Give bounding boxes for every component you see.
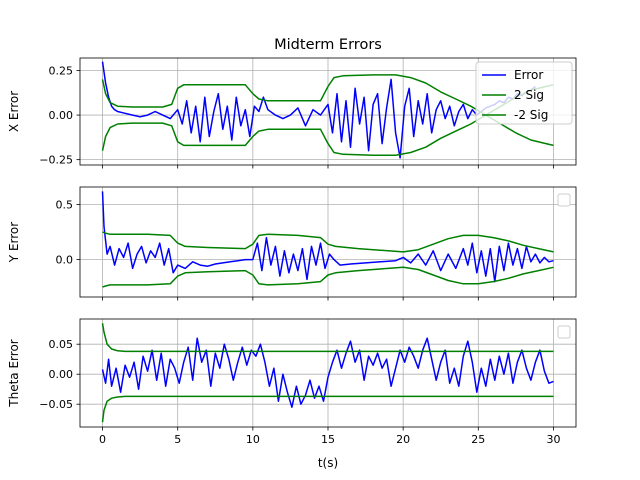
series-group [101,191,554,288]
y-axis-label: Theta Error [7,339,21,408]
x-tick-label: 10 [246,433,260,446]
x-tick-label: 5 [174,433,181,446]
legend-entry: -2 Sig [514,108,548,122]
y-tick-label: 0.25 [49,64,74,77]
y-axis-label: X Error [7,91,21,132]
legend-entry: 2 Sig [514,88,544,102]
series-line-error [101,337,554,408]
x-tick-label: 30 [546,433,560,446]
y-axis-label: Y Error [7,222,21,263]
series-group [101,323,554,423]
series-line-2-sig [101,323,554,353]
y-tick-label: −0.25 [39,154,73,167]
series-line-error [101,61,536,159]
empty-legend-box [557,325,571,339]
legend-box [475,61,573,125]
x-tick-label: 25 [471,433,485,446]
x-tick-label: 15 [321,433,335,446]
y-tick-label: 0.00 [49,109,74,122]
subplot-2: 0.0 0.5 Y Error [7,186,577,301]
x-tick-label: 0 [99,433,106,446]
subplot-1: −0.25 0.00 0.25 X Error Error 2 Sig -2 Sig [7,57,577,169]
series-line-error [101,191,554,283]
empty-legend-box [557,193,571,207]
x-axis-label: t(s) [318,456,338,470]
subplot-3: 0 5 10 15 20 25 30 −0.05 0.00 0.05 Theta Error [7,318,577,446]
y-tick-label: 0.00 [49,368,74,381]
figure-title: Midterm Errors [274,37,382,53]
y-tick-label: 0.0 [56,254,74,267]
legend: Error 2 Sig -2 Sig [475,61,573,125]
series-line--2-sig [102,266,554,288]
y-tick-label: −0.05 [39,398,73,411]
series-line-2-sig [102,231,554,253]
legend-entry: Error [514,68,543,82]
y-tick-label: 0.05 [49,338,74,351]
y-tick-label: 0.5 [56,199,74,212]
series-line--2-sig [101,395,554,423]
x-tick-label: 20 [396,433,410,446]
